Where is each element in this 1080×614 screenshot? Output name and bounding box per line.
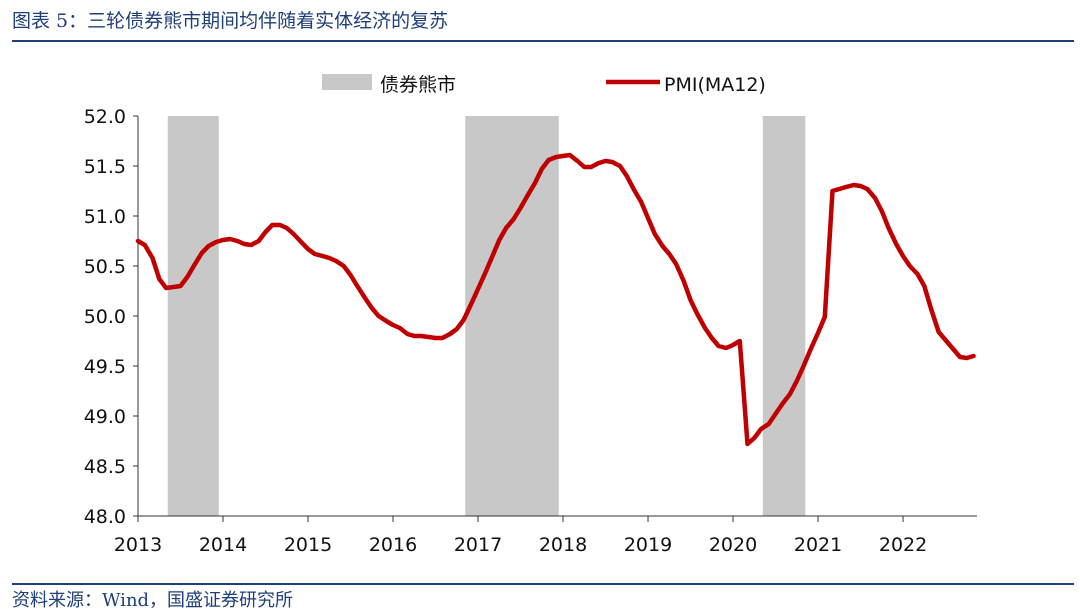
source-note: 资料来源：Wind，国盛证券研究所 bbox=[12, 590, 294, 611]
y-tick-label: 49.5 bbox=[84, 356, 126, 378]
legend-label-bear-market: 债券熊市 bbox=[380, 74, 456, 96]
legend-swatch-bear-market bbox=[322, 74, 372, 90]
x-tick-label: 2014 bbox=[199, 534, 247, 556]
y-tick-label: 50.5 bbox=[84, 256, 126, 278]
bear-market-shading bbox=[167, 116, 806, 516]
y-tick-label: 48.0 bbox=[84, 506, 126, 528]
x-tick-label: 2020 bbox=[709, 534, 757, 556]
y-tick-label: 50.0 bbox=[84, 306, 126, 328]
x-tick-label: 2018 bbox=[539, 534, 587, 556]
title-rule bbox=[12, 40, 1074, 42]
bear-market-band-1 bbox=[167, 116, 219, 516]
y-tick-label: 52.0 bbox=[84, 106, 126, 128]
x-tick-label: 2015 bbox=[284, 534, 332, 556]
y-tick-label: 48.5 bbox=[84, 456, 126, 478]
bear-market-band-3 bbox=[762, 116, 806, 516]
series-layer bbox=[135, 152, 976, 447]
figure-title: 图表 5：三轮债券熊市期间均伴随着实体经济的复苏 bbox=[12, 10, 449, 32]
y-tick-label: 51.0 bbox=[84, 206, 126, 228]
y-tick-label: 51.5 bbox=[84, 156, 126, 178]
legend: 债券熊市 PMI(MA12) bbox=[322, 74, 766, 96]
x-tick-label: 2013 bbox=[114, 534, 162, 556]
x-tick-label: 2021 bbox=[794, 534, 842, 556]
y-tick-label: 49.0 bbox=[84, 406, 126, 428]
series-line-pmi-ma12 bbox=[135, 152, 976, 447]
x-tick-label: 2017 bbox=[454, 534, 502, 556]
bear-market-band-2 bbox=[465, 116, 559, 516]
source-rule bbox=[12, 583, 1074, 585]
axes: 48.0 48.5 49.0 49.5 50.0 50.5 51.0 51.5 52.0 2013… bbox=[84, 106, 977, 556]
x-tick-label: 2016 bbox=[369, 534, 417, 556]
x-tick-label: 2022 bbox=[879, 534, 927, 556]
x-tick-label: 2019 bbox=[624, 534, 672, 556]
legend-label-pmi: PMI(MA12) bbox=[664, 74, 766, 96]
